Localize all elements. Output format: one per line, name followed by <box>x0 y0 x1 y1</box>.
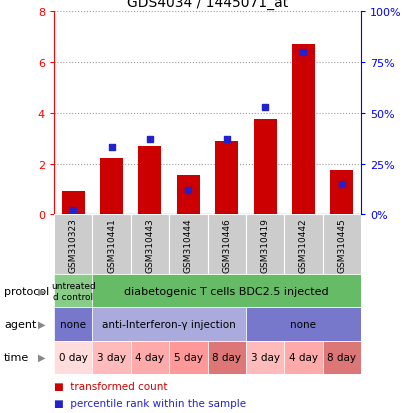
Text: GSM310445: GSM310445 <box>337 217 347 272</box>
Text: GSM310419: GSM310419 <box>261 217 270 272</box>
Bar <box>54 341 93 374</box>
Bar <box>93 275 361 308</box>
Text: 4 day: 4 day <box>135 352 164 362</box>
Bar <box>54 215 92 275</box>
Text: protocol: protocol <box>4 286 49 296</box>
Bar <box>208 215 246 275</box>
Text: ■  transformed count: ■ transformed count <box>54 381 167 391</box>
Point <box>300 50 307 56</box>
Bar <box>284 215 323 275</box>
Point <box>339 181 345 188</box>
Text: 8 day: 8 day <box>212 352 241 362</box>
Point <box>185 187 192 194</box>
Bar <box>284 341 323 374</box>
Bar <box>323 215 361 275</box>
Text: none: none <box>290 319 317 329</box>
Text: ■  percentile rank within the sample: ■ percentile rank within the sample <box>54 398 246 408</box>
Bar <box>254 120 276 215</box>
Point <box>223 137 230 143</box>
Text: 0 day: 0 day <box>59 352 88 362</box>
Text: ▶: ▶ <box>38 319 45 329</box>
Text: 3 day: 3 day <box>97 352 126 362</box>
Bar <box>54 275 93 308</box>
Text: diabetogenic T cells BDC2.5 injected: diabetogenic T cells BDC2.5 injected <box>124 286 329 296</box>
Title: GDS4034 / 1445071_at: GDS4034 / 1445071_at <box>127 0 288 10</box>
Text: ▶: ▶ <box>38 286 45 296</box>
Bar <box>131 215 169 275</box>
Bar <box>215 141 238 215</box>
Text: GSM310442: GSM310442 <box>299 218 308 272</box>
Text: GSM310441: GSM310441 <box>107 217 116 272</box>
Text: GSM310443: GSM310443 <box>145 217 154 272</box>
Point <box>146 137 153 143</box>
Bar <box>177 176 200 215</box>
Bar <box>93 215 131 275</box>
Text: anti-Interferon-γ injection: anti-Interferon-γ injection <box>102 319 236 329</box>
Text: GSM310446: GSM310446 <box>222 217 231 272</box>
Point <box>108 145 115 151</box>
Bar <box>292 45 315 215</box>
Text: time: time <box>4 352 29 362</box>
Text: GSM310444: GSM310444 <box>184 218 193 272</box>
Text: 3 day: 3 day <box>251 352 280 362</box>
Text: GSM310323: GSM310323 <box>68 217 78 272</box>
Bar <box>93 308 246 341</box>
Bar <box>246 308 361 341</box>
Bar <box>246 341 284 374</box>
Text: agent: agent <box>4 319 37 329</box>
Bar <box>54 308 93 341</box>
Bar <box>93 341 131 374</box>
Point <box>262 104 269 111</box>
Bar <box>169 341 208 374</box>
Bar <box>208 341 246 374</box>
Bar <box>330 171 354 215</box>
Point <box>70 207 76 214</box>
Bar <box>246 215 284 275</box>
Text: none: none <box>60 319 86 329</box>
Bar <box>131 341 169 374</box>
Bar <box>323 341 361 374</box>
Bar <box>100 159 123 215</box>
Bar <box>169 215 208 275</box>
Bar <box>62 192 85 215</box>
Text: 5 day: 5 day <box>174 352 203 362</box>
Bar <box>139 147 161 215</box>
Text: 4 day: 4 day <box>289 352 318 362</box>
Text: untreated
d control: untreated d control <box>51 282 95 301</box>
Text: 8 day: 8 day <box>327 352 356 362</box>
Text: ▶: ▶ <box>38 352 45 362</box>
